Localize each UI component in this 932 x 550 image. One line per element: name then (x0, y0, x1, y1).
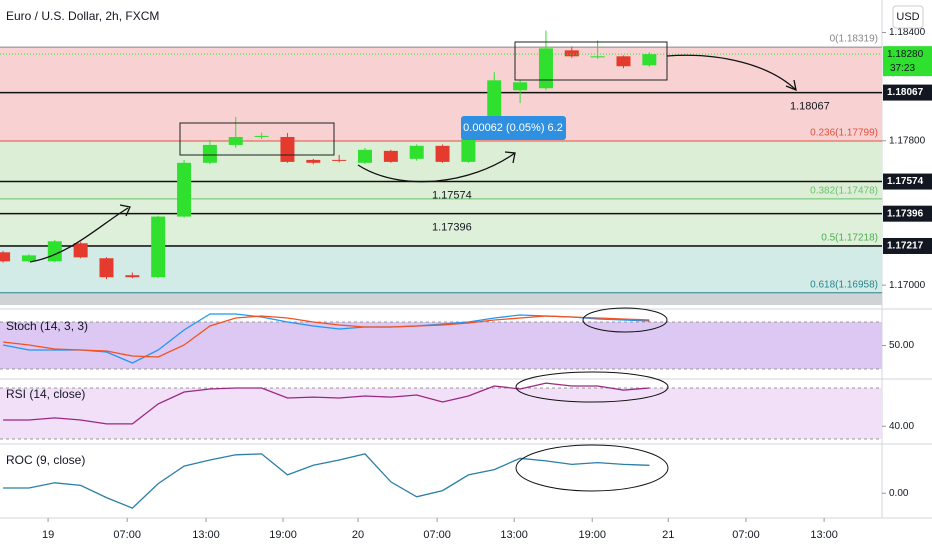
x-tick-label: 19:00 (578, 529, 606, 541)
candle-body (358, 149, 373, 163)
price-badge-label: 1.17217 (887, 241, 924, 252)
candle-body (73, 243, 88, 258)
x-tick-label: 19:00 (269, 529, 297, 541)
bottom-strip (0, 293, 882, 305)
last-price-badge (883, 46, 932, 77)
price-badge (883, 237, 932, 254)
candle-body (513, 82, 528, 91)
x-tick-label: 20 (352, 529, 364, 541)
price-badge (883, 205, 932, 222)
fib-label: 0.5(1.17218) (821, 232, 878, 243)
fib-band (0, 47, 882, 141)
price-badge-label: 1.17574 (887, 176, 924, 187)
fib-label: 0(1.18319) (830, 34, 878, 45)
candle-body (47, 241, 62, 262)
x-tick-label: 19 (42, 529, 54, 541)
x-tick-label: 07:00 (423, 529, 451, 541)
annotation-box (179, 122, 335, 156)
line-label: 1.18067 (790, 100, 830, 112)
candle-body (254, 135, 269, 137)
candle-body (306, 159, 321, 163)
y-tick-label: 1.18400 (889, 27, 926, 38)
indicator-band (0, 322, 882, 369)
arrow-head (119, 204, 131, 217)
indicator-line (3, 382, 650, 425)
line-label: 1.17396 (432, 222, 472, 234)
candle-body (383, 150, 398, 162)
candle-body (564, 50, 579, 57)
candle-body (487, 80, 502, 117)
chart-title: Euro / U.S. Dollar, 2h, FXCM (6, 9, 159, 23)
currency-label: USD (896, 11, 919, 23)
fib-label: 0.236(1.17799) (810, 128, 878, 139)
last-price-label: 1.18280 (887, 49, 924, 60)
annotation-layer: 0.00062 (0.05%) 6.2 Euro / U.S. Dollar, … (6, 5, 924, 492)
annotation-arrow (29, 207, 129, 263)
arrow-head (504, 151, 516, 164)
x-tick-label: 13:00 (500, 529, 528, 541)
x-tick-label: 13:00 (192, 529, 220, 541)
candle-body (409, 145, 424, 159)
candle-body (332, 159, 347, 161)
annotation-ellipse (582, 307, 668, 333)
candle-body (125, 275, 140, 278)
indicator-band (0, 388, 882, 439)
y-tick-label: 1.17800 (889, 135, 926, 146)
candle-body (435, 145, 450, 162)
candle-body (280, 136, 295, 162)
price-badge-label: 1.18067 (887, 87, 924, 98)
indicator-line (3, 453, 650, 509)
fib-label: 0.618(1.16958) (810, 279, 878, 290)
candle-body (228, 136, 243, 145)
annotation-arrow (357, 152, 516, 183)
candle-body (177, 162, 192, 217)
x-tick-label: 07:00 (113, 529, 141, 541)
candle-body (538, 48, 553, 89)
arrow-head (785, 79, 797, 92)
price-badge (883, 173, 932, 190)
y-tick-label: 0.00 (889, 488, 909, 499)
candle-body (0, 252, 11, 262)
candle-body (202, 144, 217, 163)
fib-band (0, 245, 882, 293)
fib-band (0, 198, 882, 246)
measure-label: 0.00062 (0.05%) 6.2 (463, 122, 563, 134)
candle-body (151, 216, 166, 278)
fib-label: 0.382(1.17478) (810, 186, 878, 197)
annotation-ellipse (515, 444, 669, 492)
x-tick-label: 21 (662, 529, 674, 541)
indicator-title: RSI (14, close) (6, 387, 85, 401)
countdown: 37:23 (890, 63, 915, 74)
indicator-line (3, 315, 650, 358)
candle-body (642, 54, 657, 66)
candle-body (590, 56, 605, 58)
currency-box (892, 5, 924, 29)
main-layer: 19 07:00 13:00 19:00 20 07:00 13:00 19:00 21 07:0… (0, 27, 932, 541)
line-label: 1.17574 (432, 189, 472, 201)
annotation-ellipse (515, 371, 669, 403)
candle-body (461, 136, 476, 162)
price-badge-label: 1.17396 (887, 208, 924, 219)
candle-body (616, 56, 631, 67)
x-tick-label: 07:00 (732, 529, 760, 541)
x-tick-label: 13:00 (810, 529, 838, 541)
y-tick-label: 40.00 (889, 421, 914, 432)
indicator-title: ROC (9, close) (6, 453, 85, 467)
indicator-title: Stoch (14, 3, 3) (6, 319, 88, 333)
y-tick-label: 50.00 (889, 340, 914, 351)
candle-body (99, 258, 114, 278)
price-badge (883, 84, 932, 101)
measure-box (461, 116, 566, 140)
y-tick-label: 1.17000 (889, 280, 926, 291)
annotation-box (514, 41, 668, 81)
annotation-arrow (666, 54, 797, 91)
candle-body (21, 255, 36, 262)
